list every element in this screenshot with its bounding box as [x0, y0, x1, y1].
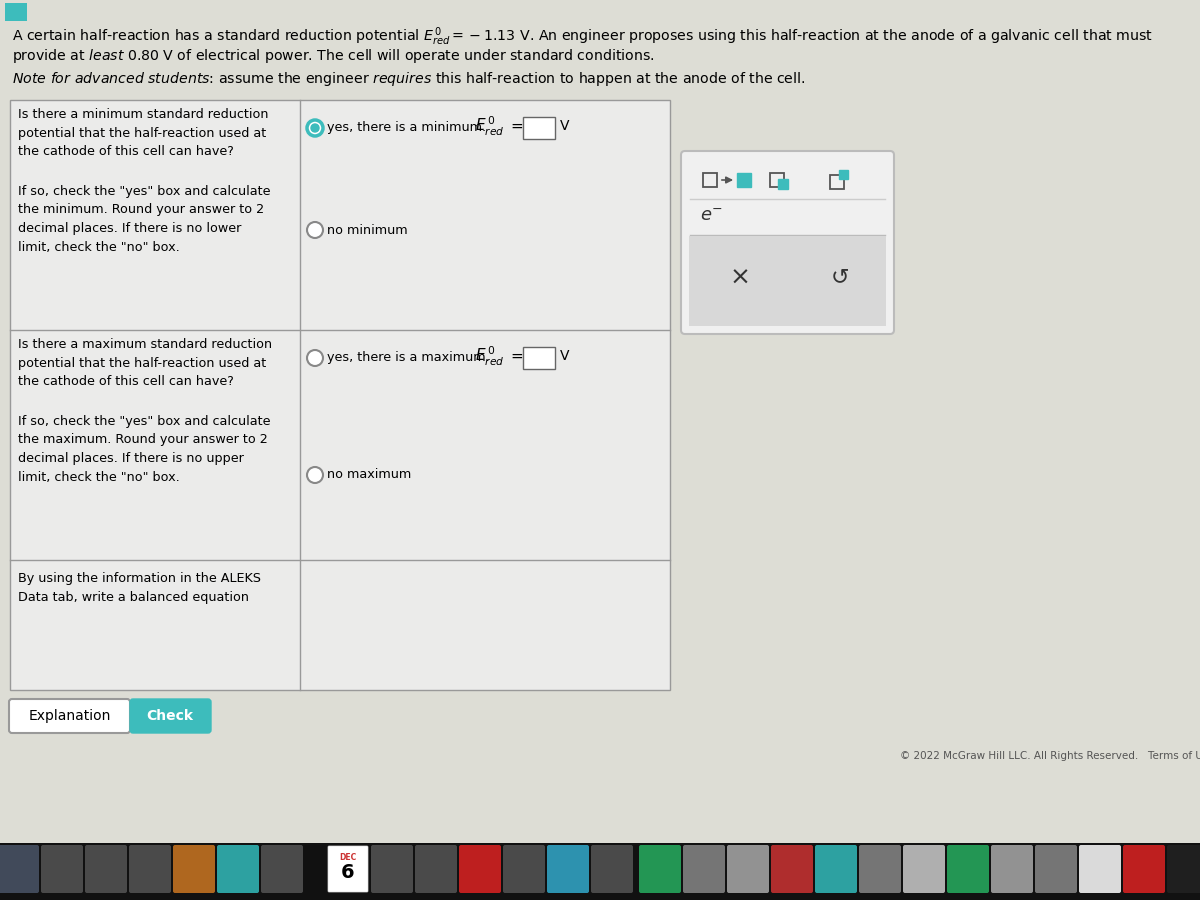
FancyBboxPatch shape	[640, 845, 682, 893]
Text: no maximum: no maximum	[326, 469, 412, 482]
FancyBboxPatch shape	[689, 236, 886, 326]
FancyBboxPatch shape	[503, 845, 545, 893]
Text: $E^{\,0}_{red}$: $E^{\,0}_{red}$	[475, 114, 504, 138]
FancyBboxPatch shape	[173, 845, 215, 893]
FancyBboxPatch shape	[947, 845, 989, 893]
Circle shape	[307, 222, 323, 238]
Text: $e^{-}$: $e^{-}$	[700, 207, 724, 225]
FancyBboxPatch shape	[737, 173, 751, 187]
Text: ↺: ↺	[830, 267, 850, 287]
FancyBboxPatch shape	[0, 747, 1200, 765]
FancyBboxPatch shape	[523, 347, 554, 369]
FancyBboxPatch shape	[839, 170, 848, 179]
Circle shape	[307, 120, 323, 136]
Text: V: V	[560, 349, 570, 363]
Text: =: =	[510, 348, 523, 364]
FancyBboxPatch shape	[217, 845, 259, 893]
FancyBboxPatch shape	[10, 100, 670, 690]
FancyBboxPatch shape	[5, 3, 28, 21]
FancyBboxPatch shape	[0, 845, 38, 893]
FancyBboxPatch shape	[41, 845, 83, 893]
FancyBboxPatch shape	[1123, 845, 1165, 893]
FancyBboxPatch shape	[1079, 845, 1121, 893]
FancyBboxPatch shape	[371, 845, 413, 893]
Text: © 2022 McGraw Hill LLC. All Rights Reserved.   Terms of Use  |  Privacy Center  : © 2022 McGraw Hill LLC. All Rights Reser…	[900, 751, 1200, 761]
FancyBboxPatch shape	[991, 845, 1033, 893]
FancyBboxPatch shape	[904, 845, 946, 893]
FancyBboxPatch shape	[130, 699, 211, 733]
Text: Is there a minimum standard reduction
potential that the half-reaction used at
t: Is there a minimum standard reduction po…	[18, 108, 269, 158]
Text: By using the information in the ALEKS
Data tab, write a balanced equation: By using the information in the ALEKS Da…	[18, 572, 262, 604]
Text: Check: Check	[146, 709, 193, 723]
FancyBboxPatch shape	[415, 845, 457, 893]
FancyBboxPatch shape	[0, 843, 1200, 900]
FancyBboxPatch shape	[1166, 845, 1200, 893]
Text: provide at $\it{least}$ 0.80 V of electrical power. The cell will operate under : provide at $\it{least}$ 0.80 V of electr…	[12, 47, 654, 65]
Text: V: V	[560, 119, 570, 133]
Text: 6: 6	[341, 863, 355, 883]
Text: ×: ×	[730, 266, 750, 290]
FancyBboxPatch shape	[682, 151, 894, 334]
FancyBboxPatch shape	[130, 845, 172, 893]
FancyBboxPatch shape	[458, 845, 502, 893]
Circle shape	[307, 467, 323, 483]
FancyBboxPatch shape	[85, 845, 127, 893]
Text: yes, there is a maximum.: yes, there is a maximum.	[326, 352, 490, 365]
FancyBboxPatch shape	[815, 845, 857, 893]
FancyBboxPatch shape	[328, 846, 368, 892]
FancyBboxPatch shape	[10, 699, 130, 733]
FancyBboxPatch shape	[859, 845, 901, 893]
FancyBboxPatch shape	[772, 845, 814, 893]
Text: $\it{Note\ for\ advanced\ students}$: assume the engineer $\it{requires}$ this h: $\it{Note\ for\ advanced\ students}$: as…	[12, 70, 805, 88]
FancyBboxPatch shape	[262, 845, 302, 893]
Circle shape	[307, 350, 323, 366]
FancyBboxPatch shape	[683, 845, 725, 893]
Text: $E^{\,0}_{red}$: $E^{\,0}_{red}$	[475, 345, 504, 367]
Text: =: =	[510, 119, 523, 133]
Text: Is there a maximum standard reduction
potential that the half-reaction used at
t: Is there a maximum standard reduction po…	[18, 338, 272, 388]
Circle shape	[311, 124, 319, 132]
FancyBboxPatch shape	[778, 179, 788, 189]
Text: yes, there is a minimum.: yes, there is a minimum.	[326, 122, 486, 134]
FancyBboxPatch shape	[592, 845, 634, 893]
Text: Explanation: Explanation	[29, 709, 112, 723]
Text: If so, check the "yes" box and calculate
the minimum. Round your answer to 2
dec: If so, check the "yes" box and calculate…	[18, 185, 270, 254]
FancyBboxPatch shape	[1034, 845, 1078, 893]
Text: A certain half-reaction has a standard reduction potential $E^{\,0}_{red}$$=-1.1: A certain half-reaction has a standard r…	[12, 25, 1153, 48]
FancyBboxPatch shape	[547, 845, 589, 893]
FancyBboxPatch shape	[727, 845, 769, 893]
Text: no minimum: no minimum	[326, 223, 408, 237]
FancyBboxPatch shape	[523, 117, 554, 139]
Text: DEC: DEC	[340, 852, 356, 861]
Text: If so, check the "yes" box and calculate
the maximum. Round your answer to 2
dec: If so, check the "yes" box and calculate…	[18, 415, 270, 483]
